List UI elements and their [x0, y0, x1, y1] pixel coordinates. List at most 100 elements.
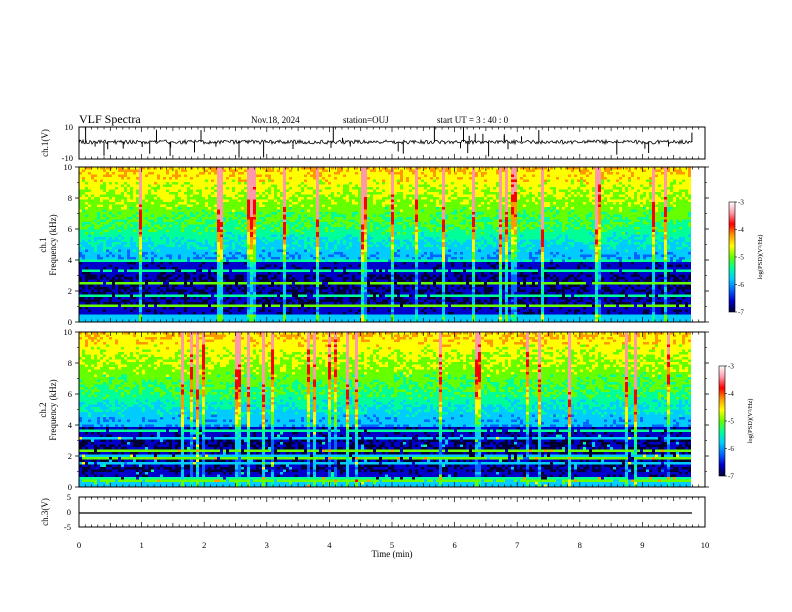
spectrogram-cell — [283, 304, 286, 308]
spectrogram-cell — [100, 294, 103, 298]
spectrogram-cell — [235, 219, 238, 223]
spectrogram-cell — [91, 267, 94, 270]
spectrogram-cell — [160, 307, 163, 310]
spectrogram-cell — [205, 277, 208, 280]
spectrogram-cell — [127, 229, 130, 233]
spectrogram-cell — [148, 212, 151, 215]
spectrogram-cell — [304, 309, 307, 313]
spectrogram-cell — [172, 184, 175, 188]
spectrogram-cell — [241, 229, 244, 233]
spectrogram-cell — [217, 194, 220, 198]
spectrogram-cell — [145, 189, 148, 193]
spectrogram-cell — [262, 172, 265, 175]
spectrogram-cell — [304, 259, 307, 263]
spectrogram-cell — [262, 232, 265, 235]
spectrogram-cell — [220, 222, 223, 225]
spectrogram-cell — [220, 189, 223, 193]
spectrogram-cell — [166, 304, 169, 308]
spectrogram-cell — [256, 169, 259, 173]
spectrogram-cell — [268, 269, 271, 273]
spectrogram-cell — [292, 252, 295, 255]
spectrogram-cell — [208, 197, 211, 200]
spectrogram-cell — [118, 299, 121, 303]
spectrogram-cell — [220, 314, 223, 318]
spectrogram-cell — [100, 304, 103, 308]
spectrogram-cell — [217, 314, 220, 318]
spectrogram-cell — [172, 197, 175, 200]
spectrogram-cell — [196, 234, 199, 238]
spectrogram-cell — [298, 242, 301, 245]
spectrogram-cell — [136, 272, 139, 275]
spectrogram-cell — [190, 292, 193, 295]
spectrogram-cell — [259, 277, 262, 280]
spectrogram-cell — [232, 212, 235, 215]
spectrogram-cell — [154, 257, 157, 260]
spectrogram-cell — [304, 227, 307, 230]
spectrogram-cell — [199, 284, 202, 288]
spectrogram-cell — [112, 284, 115, 288]
spectrogram-cell — [97, 277, 100, 280]
spectrogram-cell — [283, 282, 286, 285]
spectrogram-cell — [211, 297, 214, 300]
spectrogram-cell — [217, 319, 220, 323]
spectrogram-cell — [307, 224, 310, 228]
spectrogram-cell — [106, 227, 109, 230]
spectrogram-cell — [280, 209, 283, 213]
spectrogram-cell — [157, 177, 160, 180]
spectrogram-cell — [160, 229, 163, 233]
spectrogram-cell — [220, 229, 223, 233]
spectrogram-cell — [310, 314, 313, 318]
spectrogram-cell — [97, 317, 100, 320]
spectrogram-cell — [178, 209, 181, 213]
spectrogram-cell — [256, 257, 259, 260]
spectrogram-cell — [175, 297, 178, 300]
spectrogram-cell — [286, 287, 289, 290]
spectrogram-cell — [190, 239, 193, 243]
spectrogram-cell — [202, 219, 205, 223]
spectrogram-cell — [130, 254, 133, 258]
spectrogram-cell — [310, 297, 313, 300]
spectrogram-cell — [175, 227, 178, 230]
spectrogram-cell — [82, 204, 85, 208]
spectrogram-cell — [88, 219, 91, 223]
spectrogram-cell — [244, 224, 247, 228]
spectrogram-cell — [94, 292, 97, 295]
spectrogram-cell — [292, 292, 295, 295]
spectrogram-cell — [118, 292, 121, 295]
spectrogram-cell — [307, 269, 310, 273]
spectrogram-cell — [316, 242, 319, 245]
spectrogram-cell — [235, 192, 238, 195]
spectrogram-cell — [193, 254, 196, 258]
spectrogram-cell — [94, 242, 97, 245]
spectrogram-cell — [181, 299, 184, 303]
spectrogram-cell — [85, 312, 88, 315]
spectrogram-cell — [103, 244, 106, 248]
spectrogram-cell — [145, 274, 148, 278]
spectrogram-cell — [175, 284, 178, 288]
spectrogram-cell — [211, 199, 214, 203]
spectrogram-cell — [79, 187, 82, 190]
spectrogram-cell — [136, 194, 139, 198]
spectrogram-cell — [196, 192, 199, 195]
spectrogram-cell — [265, 177, 268, 180]
spectrogram-cell — [91, 229, 94, 233]
spectrogram-cell — [151, 302, 154, 305]
spectrogram-cell — [250, 202, 253, 205]
spectrogram-cell — [244, 319, 247, 323]
spectrogram-cell — [121, 222, 124, 225]
spectrogram-cell — [208, 254, 211, 258]
spectrogram-cell — [214, 314, 217, 318]
spectrogram-cell — [304, 277, 307, 280]
spectrogram-cell — [130, 297, 133, 300]
spectrogram-cell — [220, 267, 223, 270]
spectrogram-cell — [175, 167, 178, 170]
spectrogram-cell — [223, 319, 226, 323]
spectrogram-cell — [238, 272, 241, 275]
spectrogram-cell — [280, 232, 283, 235]
spectrogram-cell — [79, 292, 82, 295]
spectrogram-cell — [265, 247, 268, 250]
spectrogram-cell — [286, 224, 289, 228]
spectrogram-cell — [202, 292, 205, 295]
spectrogram-cell — [91, 169, 94, 173]
